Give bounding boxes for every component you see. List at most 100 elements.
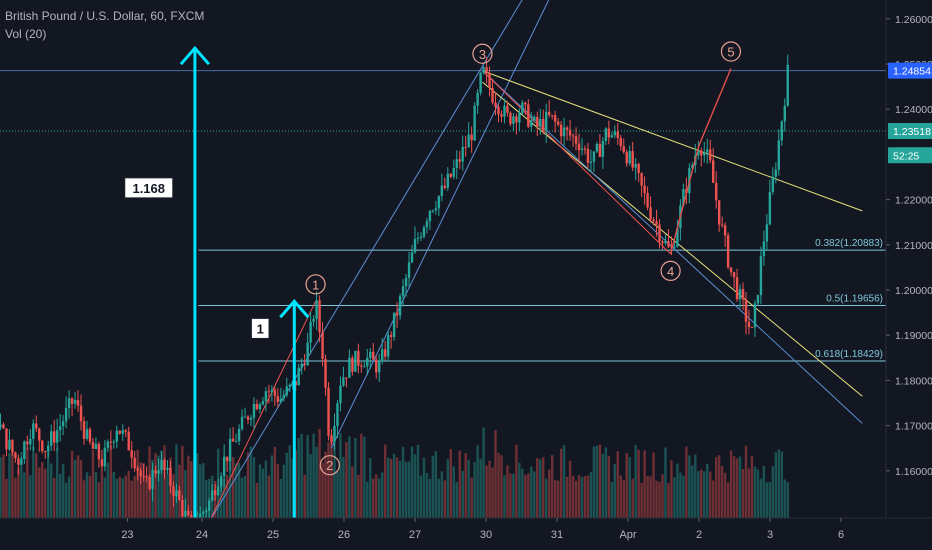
candle-body — [273, 389, 277, 396]
volume-bar — [667, 482, 670, 518]
volume-bar — [685, 446, 688, 518]
candle-body — [121, 430, 124, 434]
price-axis-label: 1.24000 — [895, 104, 932, 116]
candle-body — [750, 326, 754, 328]
candle-body — [169, 467, 172, 487]
volume-bar — [234, 463, 238, 518]
candle-body — [425, 221, 429, 228]
volume-bar — [691, 465, 694, 518]
candle-body — [255, 403, 259, 410]
volume-bar — [437, 478, 441, 518]
volume-bar — [479, 458, 482, 518]
time-axis-label: 23 — [121, 529, 133, 541]
volume-bar — [780, 451, 783, 518]
volume-bar — [768, 481, 772, 518]
volume-bar — [273, 446, 277, 518]
candle-body — [228, 438, 232, 462]
impulse-leg-line — [210, 301, 317, 518]
candle-body — [106, 441, 110, 448]
candle-body — [11, 439, 14, 453]
candle-body — [336, 403, 339, 426]
candle-body — [434, 208, 438, 211]
volume-bar — [103, 477, 107, 518]
volume-bar — [634, 445, 637, 518]
volume-bar — [130, 480, 133, 518]
volume-bar — [190, 461, 193, 518]
volume-bar — [73, 459, 77, 518]
candle-body — [726, 235, 730, 268]
candle-body — [249, 417, 253, 420]
volume-bar — [446, 459, 450, 518]
candle-body — [258, 404, 262, 410]
candle-body — [288, 384, 291, 387]
candle-body — [777, 140, 781, 170]
wave-label-text: 3 — [479, 47, 486, 62]
candle-body — [574, 136, 578, 144]
volume-bar — [700, 469, 703, 518]
candle-body — [76, 400, 80, 406]
fib-level-label: 0.382(1.20883) — [815, 238, 883, 249]
candle-body — [270, 389, 274, 393]
candle-body — [276, 395, 280, 403]
volume-bar — [41, 462, 44, 518]
candle-body — [533, 116, 536, 121]
candle-body — [691, 165, 694, 169]
volume-bar — [282, 464, 285, 518]
candle-body — [5, 428, 8, 450]
candle-body — [607, 128, 611, 138]
volume-bar — [327, 441, 330, 518]
volume-bar — [354, 438, 357, 518]
candle-body — [634, 163, 637, 168]
candle-body — [720, 224, 724, 226]
volume-bar — [494, 430, 497, 518]
volume-bar — [431, 455, 435, 518]
candle-body — [583, 148, 587, 150]
candle-body — [774, 169, 778, 177]
price-axis-label: 1.20000 — [895, 285, 932, 297]
candle-body — [667, 240, 670, 247]
candle-body — [536, 116, 539, 127]
volume-bar — [562, 445, 566, 518]
volume-bar — [202, 463, 205, 518]
volume-bar — [738, 456, 742, 518]
volume-bar — [410, 446, 414, 518]
volume-bar — [712, 480, 715, 518]
volume-bar — [231, 457, 235, 518]
candle-body — [709, 149, 712, 161]
volume-indicator-label[interactable]: Vol (20) — [5, 27, 47, 41]
candle-body — [446, 173, 450, 188]
candle-body — [524, 102, 527, 105]
annotation-text: 1.168 — [132, 181, 165, 196]
volume-bar — [622, 480, 625, 518]
volume-bar — [52, 477, 56, 518]
candle-body — [649, 207, 652, 220]
volume-bar — [527, 473, 530, 518]
volume-bar — [166, 473, 169, 518]
candle-body — [539, 119, 542, 127]
volume-bar — [786, 482, 789, 518]
volume-bar — [467, 459, 470, 518]
volume-bar — [38, 467, 41, 518]
candle-body — [327, 387, 330, 436]
candle-body — [79, 405, 83, 422]
candle-body — [211, 490, 214, 501]
candle-body — [780, 121, 783, 141]
candle-body — [398, 296, 402, 316]
candle-body — [729, 267, 733, 273]
candle-body — [339, 385, 342, 404]
candle-body — [762, 241, 766, 257]
candle-body — [676, 228, 679, 247]
candle-body — [485, 67, 488, 74]
volume-bar — [717, 455, 721, 518]
candle-body — [580, 148, 584, 151]
price-axis-label: 1.21000 — [895, 240, 932, 252]
candle-body — [14, 452, 17, 459]
volume-bar — [694, 454, 697, 518]
volume-bar — [583, 476, 587, 518]
volume-bar — [500, 455, 503, 518]
candle-body — [154, 470, 157, 474]
candle-body — [604, 128, 608, 141]
volume-bar — [79, 460, 83, 518]
